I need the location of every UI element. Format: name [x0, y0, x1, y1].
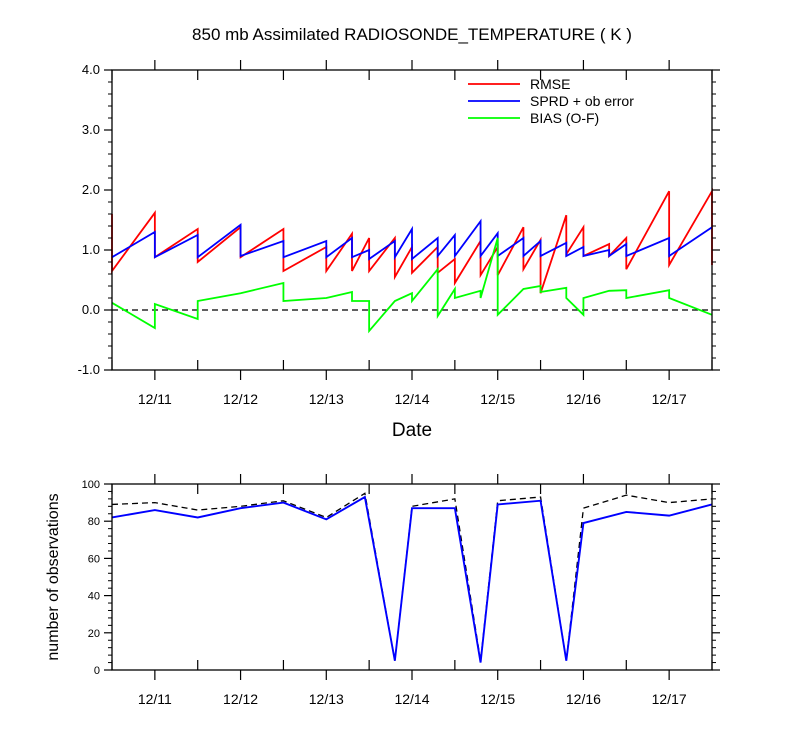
series-line-rmse — [111, 187, 713, 294]
y-tick-label: 4.0 — [82, 62, 100, 77]
legend-label: BIAS (O-F) — [530, 110, 599, 126]
x-tick-label: 12/12 — [223, 691, 258, 707]
y-tick-label: 0 — [94, 665, 100, 677]
series-line-possible — [111, 492, 713, 661]
x-tick-label: 12/13 — [309, 391, 344, 407]
x-tick-label: 12/16 — [566, 391, 601, 407]
x-tick-label: 12/15 — [480, 691, 515, 707]
legend-label: RMSE — [530, 76, 570, 92]
y-tick-label: 60 — [88, 553, 100, 565]
y-axis-label: number of observations — [45, 493, 62, 660]
y-tick-label: 20 — [88, 628, 100, 640]
chart-title: 850 mb Assimilated RADIOSONDE_TEMPERATUR… — [192, 25, 632, 44]
x-tick-label: 12/11 — [138, 691, 172, 707]
x-tick-label: 12/12 — [223, 391, 258, 407]
bottom-panel: 0 20 40 60 80 100 12/11 12/12 12/13 12/14 12/15 12/… — [45, 474, 720, 707]
x-tick-label: 12/17 — [652, 691, 687, 707]
y-tick-label: 40 — [88, 591, 100, 603]
x-tick-label: 12/13 — [309, 691, 344, 707]
y-tick-label: 2.0 — [82, 182, 100, 197]
series-line-used — [111, 495, 713, 663]
y-tick-label: 1.0 — [82, 242, 100, 257]
y-tick-label: 100 — [82, 479, 100, 491]
x-axis-label: Date — [392, 420, 432, 441]
x-tick-label: 12/11 — [138, 391, 172, 407]
plot-frame — [111, 69, 713, 371]
x-tick-label: 12/15 — [480, 391, 515, 407]
y-tick-label: -1.0 — [78, 362, 100, 377]
legend-label: SPRD + ob error — [530, 93, 634, 109]
y-tick-label: 3.0 — [82, 122, 100, 137]
y-tick-label: 80 — [88, 516, 100, 528]
series-line-sprd-ob-error — [111, 218, 713, 261]
x-tick-label: 12/16 — [566, 691, 601, 707]
x-tick-label: 12/14 — [394, 691, 429, 707]
series-line-bias-o-f- — [111, 237, 713, 334]
top-panel: 850 mb Assimilated RADIOSONDE_TEMPERATUR… — [78, 25, 720, 441]
x-tick-label: 12/17 — [652, 391, 687, 407]
x-tick-label: 12/14 — [394, 391, 429, 407]
y-tick-label: 0.0 — [82, 302, 100, 317]
